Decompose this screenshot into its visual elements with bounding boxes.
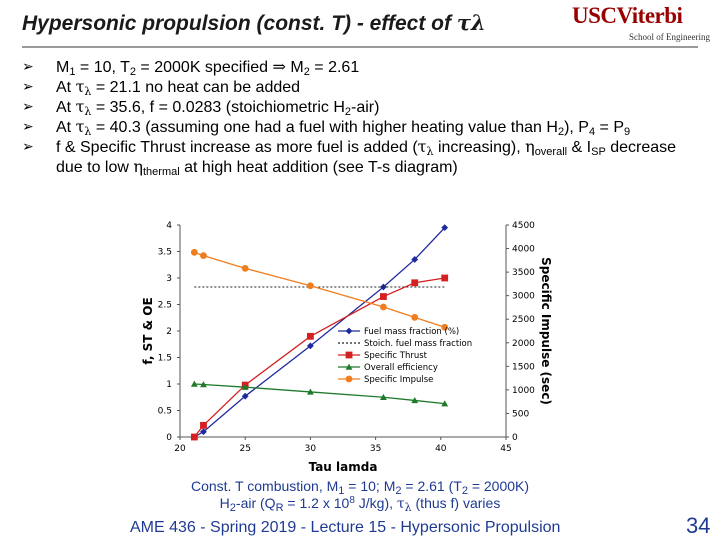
legend-marker (345, 363, 353, 370)
logo-subtitle: School of Engineering (629, 32, 710, 42)
x-tick-label: 40 (435, 444, 447, 454)
y2-tick-label: 0 (512, 433, 518, 443)
series-line-3 (194, 383, 445, 405)
arrow-bullet-icon: ➢ (22, 138, 34, 154)
slide-title: Hypersonic propulsion (const. T) - effec… (22, 10, 486, 35)
y-axis-label: f, ST & OE (141, 297, 155, 364)
x-tick-label: 35 (370, 444, 381, 454)
data-point-0-6 (441, 224, 449, 232)
y2-tick-label: 1000 (512, 386, 535, 396)
hypersonic-performance-chart: 20 25 30 35 40 4500.511.522.533.5405001000150… (141, 221, 553, 474)
y2-tick-label: 2000 (512, 339, 535, 349)
data-point-2-5 (411, 279, 419, 287)
data-point-3-5 (411, 397, 419, 404)
data-point-3-3 (307, 388, 314, 395)
legend-marker (345, 351, 353, 359)
y2-tick-label: 2500 (512, 315, 535, 325)
arrow-bullet-icon: ➢ (22, 78, 34, 94)
legend-entry: Overall efficiency (364, 363, 438, 373)
data-point-4-3 (307, 282, 314, 290)
legend-entry: Stoich. fuel mass fraction (364, 339, 472, 349)
x-tick-label: 20 (174, 444, 186, 454)
bullet-item: ➢ M1 = 10, T2 = 2000K specified ⇒ M2 = 2.… (22, 57, 360, 78)
data-point-3-1 (200, 381, 207, 388)
y2-tick-label: 4500 (512, 221, 535, 231)
chart-caption: Const. T combustion, M1 = 10; M2 = 2.61 … (140, 478, 580, 514)
bullet-item: ➢ At τλ = 40.3 (assuming one had a fuel w… (22, 117, 631, 138)
data-point-4-5 (411, 313, 419, 321)
bullet-item: ➢ f & Specific Thrust increase as more fu… (22, 137, 677, 178)
y2-tick-label: 4000 (512, 245, 535, 255)
data-point-0-2 (241, 392, 249, 400)
arrow-bullet-icon: ➢ (22, 58, 34, 74)
y-tick-label: 3 (166, 274, 172, 284)
title-divider (22, 46, 698, 48)
data-point-4-0 (190, 248, 198, 256)
y-tick-label: 0 (166, 433, 172, 443)
y-tick-label: 1.5 (158, 354, 172, 364)
x-tick-label: 25 (239, 444, 250, 454)
usc-viterbi-logo: USCViterbi School of Engineering (572, 3, 712, 47)
data-point-4-1 (200, 252, 207, 260)
y-tick-label: 4 (166, 221, 172, 231)
legend-entry: Fuel mass fraction (%) (364, 327, 459, 337)
logo-wordmark: USCViterbi (572, 3, 683, 28)
data-point-3-6 (441, 400, 449, 407)
y2-tick-label: 500 (512, 409, 529, 419)
bullet-item: ➢ At τλ = 21.1 no heat can be added (22, 77, 301, 98)
caption-line-2: H2-air (QR = 1.2 x 108 J/kg), τλ (thus f… (219, 495, 501, 514)
x-tick-label: 30 (305, 444, 317, 454)
page-number: 34 (686, 513, 711, 538)
data-point-3-0 (190, 380, 198, 387)
data-point-0-1 (200, 428, 207, 436)
y-tick-label: 2 (166, 327, 172, 337)
bullet-list: ➢ M1 = 10, T2 = 2000K specified ⇒ M2 = 2.… (22, 57, 702, 178)
legend-marker (345, 327, 353, 335)
x-tick-label: 45 (500, 444, 511, 454)
arrow-bullet-icon: ➢ (22, 98, 34, 114)
slide-footer: AME 436 - Spring 2019 - Lecture 15 - Hyp… (130, 519, 561, 536)
data-point-2-1 (200, 421, 207, 429)
y-tick-label: 1 (166, 380, 172, 390)
y2-tick-label: 3000 (512, 292, 535, 302)
data-point-3-4 (380, 393, 387, 400)
data-point-2-6 (441, 274, 449, 282)
legend-entry: Specific Thrust (364, 351, 428, 361)
y-tick-label: 0.5 (158, 407, 172, 417)
caption-line-1: Const. T combustion, M1 = 10; M2 = 2.61 … (190, 478, 530, 497)
data-point-0-3 (307, 342, 314, 350)
legend-marker (345, 375, 353, 383)
data-point-4-4 (380, 303, 387, 311)
bullet-item: ➢ At τλ = 35.6, f = 0.0283 (stoichiometri… (22, 97, 380, 118)
y2-axis-label: Specific Impulse (sec) (539, 257, 553, 405)
data-point-2-3 (307, 332, 314, 340)
data-point-2-4 (380, 293, 387, 300)
data-point-4-6 (441, 323, 449, 331)
data-point-4-2 (241, 264, 249, 272)
arrow-bullet-icon: ➢ (22, 118, 34, 134)
series-line-4 (194, 251, 445, 328)
y-tick-label: 3.5 (158, 248, 172, 258)
data-point-0-5 (411, 256, 419, 263)
y2-tick-label: 1500 (512, 362, 535, 372)
data-point-3-2 (241, 383, 249, 390)
data-point-2-0 (190, 433, 198, 441)
y-tick-label: 2.5 (158, 301, 172, 311)
x-axis-label: Tau lamda (309, 460, 378, 474)
legend-entry: Specific Impulse (364, 375, 433, 385)
y2-tick-label: 3500 (512, 268, 535, 278)
